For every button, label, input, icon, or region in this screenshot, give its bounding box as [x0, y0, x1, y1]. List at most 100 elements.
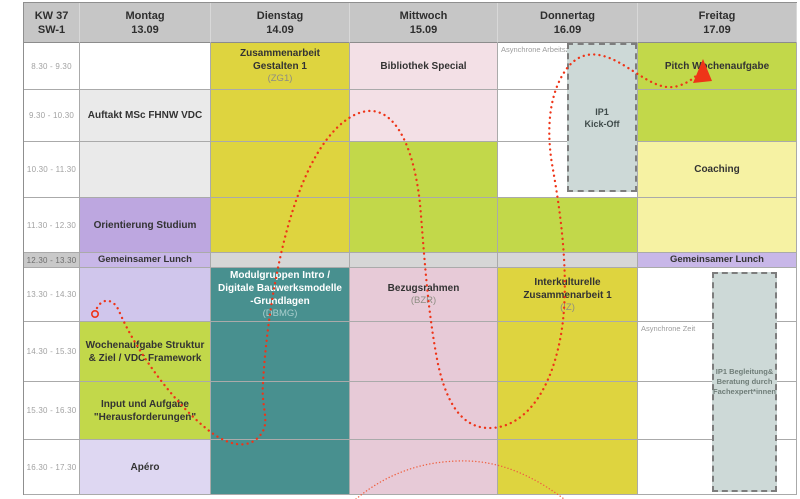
async-note: Asynchrone Zeit	[641, 324, 696, 333]
overlay-line: Beratung durch	[716, 377, 773, 386]
day-header-mittwoch: Mittwoch 15.09	[350, 3, 498, 43]
event-title: Interkulturelle Zusammenarbeit 1	[523, 276, 612, 301]
day-date: 14.09	[266, 23, 294, 36]
cell-montag-row5[interactable]: Gemeinsamer Lunch	[80, 253, 211, 268]
cell-dienstag-row6[interactable]: Modulgruppen Intro / Digitale Bauwerksmo…	[211, 268, 350, 322]
time-label: 10.30 - 11.30	[24, 142, 80, 198]
week-label: KW 37	[34, 9, 69, 22]
cell-dienstag-row1[interactable]: Zusammenarbeit Gestalten 1 (ZG1)	[211, 43, 350, 90]
time-text: 12.30 - 13.30	[26, 255, 77, 265]
day-header-dienstag: Dienstag 14.09	[211, 3, 350, 43]
cell-freitag-row3[interactable]: Coaching	[638, 142, 797, 198]
day-header-freitag: Freitag 17.09	[638, 3, 797, 43]
day-header-montag: Montag 13.09	[80, 3, 211, 43]
timetable-grid: KW 37 SW-1 Montag 13.09 Dienstag 14.09 Mittw…	[23, 2, 797, 495]
cell-mittwoch-row7[interactable]	[350, 322, 498, 382]
time-text: 9.30 - 10.30	[28, 111, 75, 120]
time-text: 14.30 - 15.30	[26, 347, 77, 356]
event-title: Orientierung Studium	[93, 219, 197, 231]
time-text: 13.30 - 14.30	[26, 290, 77, 299]
event-title: Auftakt MSc FHNW VDC	[87, 110, 203, 121]
time-text: 8.30 - 9.30	[31, 61, 72, 71]
time-label: 14.30 - 15.30	[24, 322, 80, 382]
cell-montag-row7[interactable]: Wochenaufgabe Struktur & Ziel / VDC Fram…	[80, 322, 211, 382]
day-name: Dienstag	[256, 9, 304, 22]
cell-mittwoch-row8[interactable]	[350, 382, 498, 440]
day-date: 16.09	[553, 23, 582, 36]
event-code: (IZ)	[560, 301, 575, 313]
cell-montag-row9[interactable]: Apéro	[80, 440, 211, 495]
time-label: 8.30 - 9.30	[24, 43, 80, 90]
cell-donnertag-row5[interactable]	[498, 253, 638, 268]
time-text: 10.30 - 11.30	[26, 165, 77, 174]
cell-mittwoch-row2[interactable]	[350, 90, 498, 142]
cell-freitag-row2[interactable]	[638, 90, 797, 142]
day-date: 13.09	[131, 23, 159, 36]
cell-freitag-row5[interactable]: Gemeinsamer Lunch	[638, 253, 797, 268]
cell-mittwoch-row5[interactable]	[350, 253, 498, 268]
day-name: Montag	[125, 9, 165, 22]
time-label: 11.30 - 12.30	[24, 198, 80, 253]
cell-mittwoch-row3[interactable]	[350, 142, 498, 198]
event-title: Pitch Wochenaufgabe	[664, 60, 770, 72]
time-text: 15.30 - 16.30	[26, 406, 77, 415]
event-title: Wochenaufgabe Struktur & Ziel / VDC Fram…	[85, 339, 205, 364]
day-header-donnertag: Donnertag 16.09	[498, 3, 638, 43]
time-label: 16.30 - 17.30	[24, 440, 80, 495]
day-name: Donnertag	[540, 9, 595, 22]
cell-dienstag-row2[interactable]	[211, 90, 350, 142]
time-text: 11.30 - 12.30	[26, 220, 77, 230]
ip1-begleitung-box[interactable]: IP1 Begleitung& Beratung durch Fachexpert*…	[712, 272, 777, 492]
overlay-line: Fachexpert*innen	[713, 387, 776, 396]
cell-donnertag-row6[interactable]: Interkulturelle Zusammenarbeit 1 (IZ)	[498, 268, 638, 322]
event-title: Apéro	[130, 461, 160, 473]
event-code: (DBMG)	[262, 308, 298, 319]
time-label: 12.30 - 13.30	[24, 253, 80, 268]
cell-montag-row1[interactable]	[80, 43, 211, 90]
ip1-kickoff-box[interactable]: IP1 Kick-Off	[567, 43, 637, 192]
time-label: 15.30 - 16.30	[24, 382, 80, 440]
cell-mittwoch-row6[interactable]: Bezugsrahmen (BZR)	[350, 268, 498, 322]
overlay-line: IP1 Begleitung&	[715, 367, 774, 376]
time-text: 16.30 - 17.30	[26, 462, 77, 472]
subweek-label: SW-1	[37, 23, 66, 36]
cell-dienstag-row7[interactable]	[211, 322, 350, 382]
cell-montag-row8[interactable]: Input und Aufgabe "Herausforderungen"	[80, 382, 211, 440]
cell-mittwoch-row1[interactable]: Bibliothek Special	[350, 43, 498, 90]
cell-donnertag-row7[interactable]	[498, 322, 638, 382]
async-note: Asynchrone Arbeitszeit	[501, 45, 578, 54]
cell-donnertag-row8[interactable]	[498, 382, 638, 440]
cell-donnertag-row9[interactable]	[498, 440, 638, 495]
event-title: Zusammenarbeit Gestalten 1	[239, 48, 321, 72]
cell-dienstag-row3[interactable]	[211, 142, 350, 198]
cell-montag-row2[interactable]: Auftakt MSc FHNW VDC	[80, 90, 211, 142]
event-code: (BZR)	[410, 295, 437, 306]
event-title: Gemeinsamer Lunch	[98, 254, 192, 265]
cell-montag-row6[interactable]	[80, 268, 211, 322]
cell-donnertag-row4[interactable]	[498, 198, 638, 253]
day-name: Freitag	[698, 9, 736, 22]
cell-dienstag-row8[interactable]	[211, 382, 350, 440]
cell-montag-row3[interactable]	[80, 142, 211, 198]
time-label: 9.30 - 10.30	[24, 90, 80, 142]
cell-dienstag-row5[interactable]	[211, 253, 350, 268]
event-title: Gemeinsamer Lunch	[670, 254, 764, 265]
event-title: Bezugsrahmen	[387, 283, 460, 294]
event-title: Bibliothek Special	[380, 60, 467, 72]
overlay-line: IP1	[595, 106, 609, 117]
cell-dienstag-row4[interactable]	[211, 198, 350, 253]
cell-freitag-row1[interactable]: Pitch Wochenaufgabe	[638, 43, 797, 90]
cell-mittwoch-row9[interactable]	[350, 440, 498, 495]
event-title: Coaching	[694, 164, 740, 175]
day-date: 17.09	[703, 23, 731, 36]
cell-mittwoch-row4[interactable]	[350, 198, 498, 253]
overlay-line: Kick-Off	[584, 118, 620, 129]
day-date: 15.09	[409, 23, 438, 36]
day-name: Mittwoch	[399, 9, 448, 22]
cell-dienstag-row9[interactable]	[211, 440, 350, 495]
cell-montag-row4[interactable]: Orientierung Studium	[80, 198, 211, 253]
time-label: 13.30 - 14.30	[24, 268, 80, 322]
cell-freitag-row4[interactable]	[638, 198, 797, 253]
event-title: Input und Aufgabe "Herausforderungen"	[93, 398, 197, 423]
